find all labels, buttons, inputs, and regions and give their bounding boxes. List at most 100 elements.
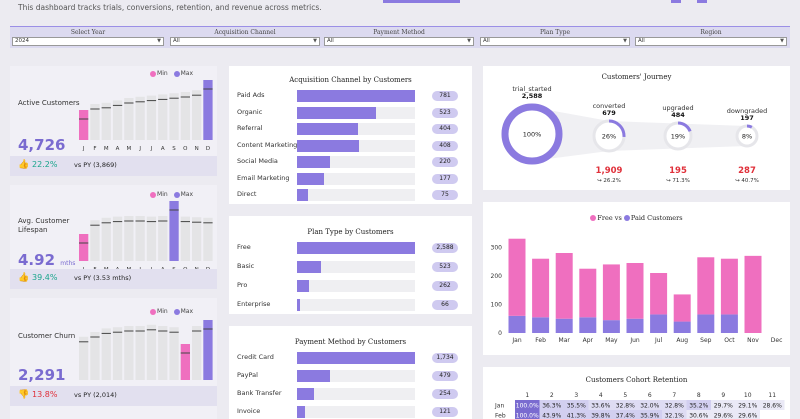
panel-title: Payment Method by Customers — [294, 338, 407, 346]
cohort-cell-value: 28.6% — [763, 403, 782, 410]
plan-select[interactable]: All ▼ — [480, 37, 630, 46]
kpi-legend: Min Max — [150, 70, 193, 77]
bar-fill — [297, 90, 415, 102]
thumbs-up-icon: 👍 — [18, 273, 30, 283]
stage-percent: 100% — [523, 131, 542, 139]
bar-row[interactable]: Invoice 121 — [237, 406, 464, 418]
bar-label: Content Marketing — [237, 140, 298, 149]
spark-bar — [112, 100, 123, 140]
bar-fill — [297, 189, 309, 201]
funnel-band — [532, 107, 747, 161]
dropdown-arrow-icon: ▼ — [780, 38, 784, 44]
panel-title: Customers' Journey — [601, 73, 672, 81]
bar-fill — [297, 242, 415, 254]
spark-month-label: J — [150, 146, 153, 152]
free-bar — [673, 294, 691, 322]
free-bar — [555, 253, 573, 319]
kpi-unit: mths — [60, 260, 76, 267]
bar-value-pill: 66 — [432, 300, 458, 310]
stage-count: 679 — [602, 109, 616, 117]
cohort-cell-value: 29.6% — [738, 413, 757, 419]
legend-max-label: Max — [180, 70, 193, 77]
paid-bar — [602, 320, 620, 333]
cohort-cell-value: 35.9% — [640, 413, 659, 419]
legend-min-label: Min — [157, 308, 168, 315]
bar-label: Free — [237, 243, 251, 251]
bar-row[interactable]: Credit Card 1,734 — [237, 352, 464, 364]
stage-percent: 19% — [671, 133, 685, 141]
legend-paid-label: Paid Customers — [630, 214, 683, 222]
filter-year: Select Year 2024 ▼ — [12, 28, 164, 46]
filter-region: Region All ▼ — [635, 28, 787, 46]
select-value: All — [173, 38, 180, 44]
paid-dot-icon — [623, 215, 630, 221]
bar-row[interactable]: Bank Transfer 254 — [237, 388, 464, 400]
stage-name: trial_started — [512, 85, 551, 93]
cohort-cell — [515, 400, 540, 410]
bar-row[interactable]: Social Media 220 — [237, 156, 464, 168]
cohort-col-header: 2 — [550, 392, 554, 399]
bar-row[interactable]: Content Marketing 408 — [237, 139, 464, 152]
bar-row[interactable]: Paid Ads 781 — [237, 90, 464, 102]
spark-bar — [192, 326, 202, 380]
y-tick-label: 300 — [491, 244, 503, 251]
cohort-cell — [711, 410, 736, 419]
bar-label: Organic — [237, 107, 263, 116]
x-tick-label: Jul — [654, 337, 663, 344]
kpi-legend: Min Max — [150, 308, 193, 315]
stage-count: 2,588 — [522, 92, 543, 100]
spark-bar — [169, 93, 179, 140]
bar-row[interactable]: Pro 262 — [237, 280, 464, 292]
select-value: 2024 — [15, 38, 29, 44]
cohort-cell-value: 29.6% — [714, 413, 733, 419]
spark-month-label: N — [195, 146, 199, 152]
dropdown-arrow-icon: ▼ — [623, 38, 627, 44]
bar-value-pill: 121 — [432, 407, 458, 417]
cohort-col-header: 5 — [623, 392, 627, 399]
year-select[interactable]: 2024 ▼ — [12, 37, 164, 46]
spark-bar — [101, 217, 111, 261]
bar-row[interactable]: Enterprise 66 — [237, 299, 464, 311]
kpi-title: Customer Churn — [18, 332, 76, 340]
spark-bar — [146, 216, 157, 261]
filter-label: Acquisition Channel — [214, 29, 276, 36]
kpi-number: 4,726 — [18, 136, 66, 154]
stage-drop-count: 1,909 — [596, 166, 623, 176]
select-value: All — [483, 38, 490, 44]
bar-label: Email Marketing — [237, 173, 290, 182]
free-dot-icon — [590, 215, 597, 221]
bar-row[interactable]: Email Marketing 177 — [237, 172, 464, 185]
bar-value-pill: 479 — [432, 371, 458, 381]
bar-fill — [297, 352, 415, 364]
x-tick-label: Sep — [700, 337, 712, 344]
spark-bar — [146, 95, 157, 140]
bar-fill — [297, 280, 309, 292]
region-select[interactable]: All ▼ — [635, 37, 787, 46]
filter-payment: Payment Method All ▼ — [324, 28, 474, 46]
bar-row[interactable]: Referral 404 — [237, 123, 464, 135]
kpi-title: Active Customers — [18, 99, 80, 107]
payment-select[interactable]: All ▼ — [324, 37, 474, 46]
cohort-cell-value: 100.0% — [516, 403, 539, 410]
plan-type-panel: Plan Type by Customers Free 2,588 Basic 523… — [229, 216, 472, 314]
bar-row[interactable]: Direct 75 — [237, 189, 464, 201]
x-tick-label: Jan — [511, 337, 521, 344]
bar-row[interactable]: Basic 523 — [237, 261, 464, 273]
spark-month-label: S — [172, 146, 176, 152]
bar-fill — [297, 123, 359, 135]
stage-percent: 26% — [602, 133, 616, 141]
bar-row[interactable]: PayPal 479 — [237, 370, 464, 382]
channel-select[interactable]: All ▼ — [170, 37, 320, 46]
cohort-cell — [588, 410, 613, 419]
max-dot-icon — [173, 308, 180, 315]
kpi-title: Avg. Customer Lifespan — [18, 217, 70, 234]
paid-bar — [626, 318, 644, 333]
paid-bar — [673, 321, 691, 333]
filter-plan: Plan Type All ▼ — [480, 28, 630, 46]
bar-row[interactable]: Free 2,588 — [237, 242, 464, 254]
bar-row[interactable]: Organic 523 — [237, 106, 464, 119]
legend-vs-label: vs — [614, 214, 622, 222]
cohort-cell-value: 35.2% — [689, 403, 708, 410]
bar-value-pill: 408 — [432, 140, 458, 151]
free-bar — [744, 255, 762, 333]
